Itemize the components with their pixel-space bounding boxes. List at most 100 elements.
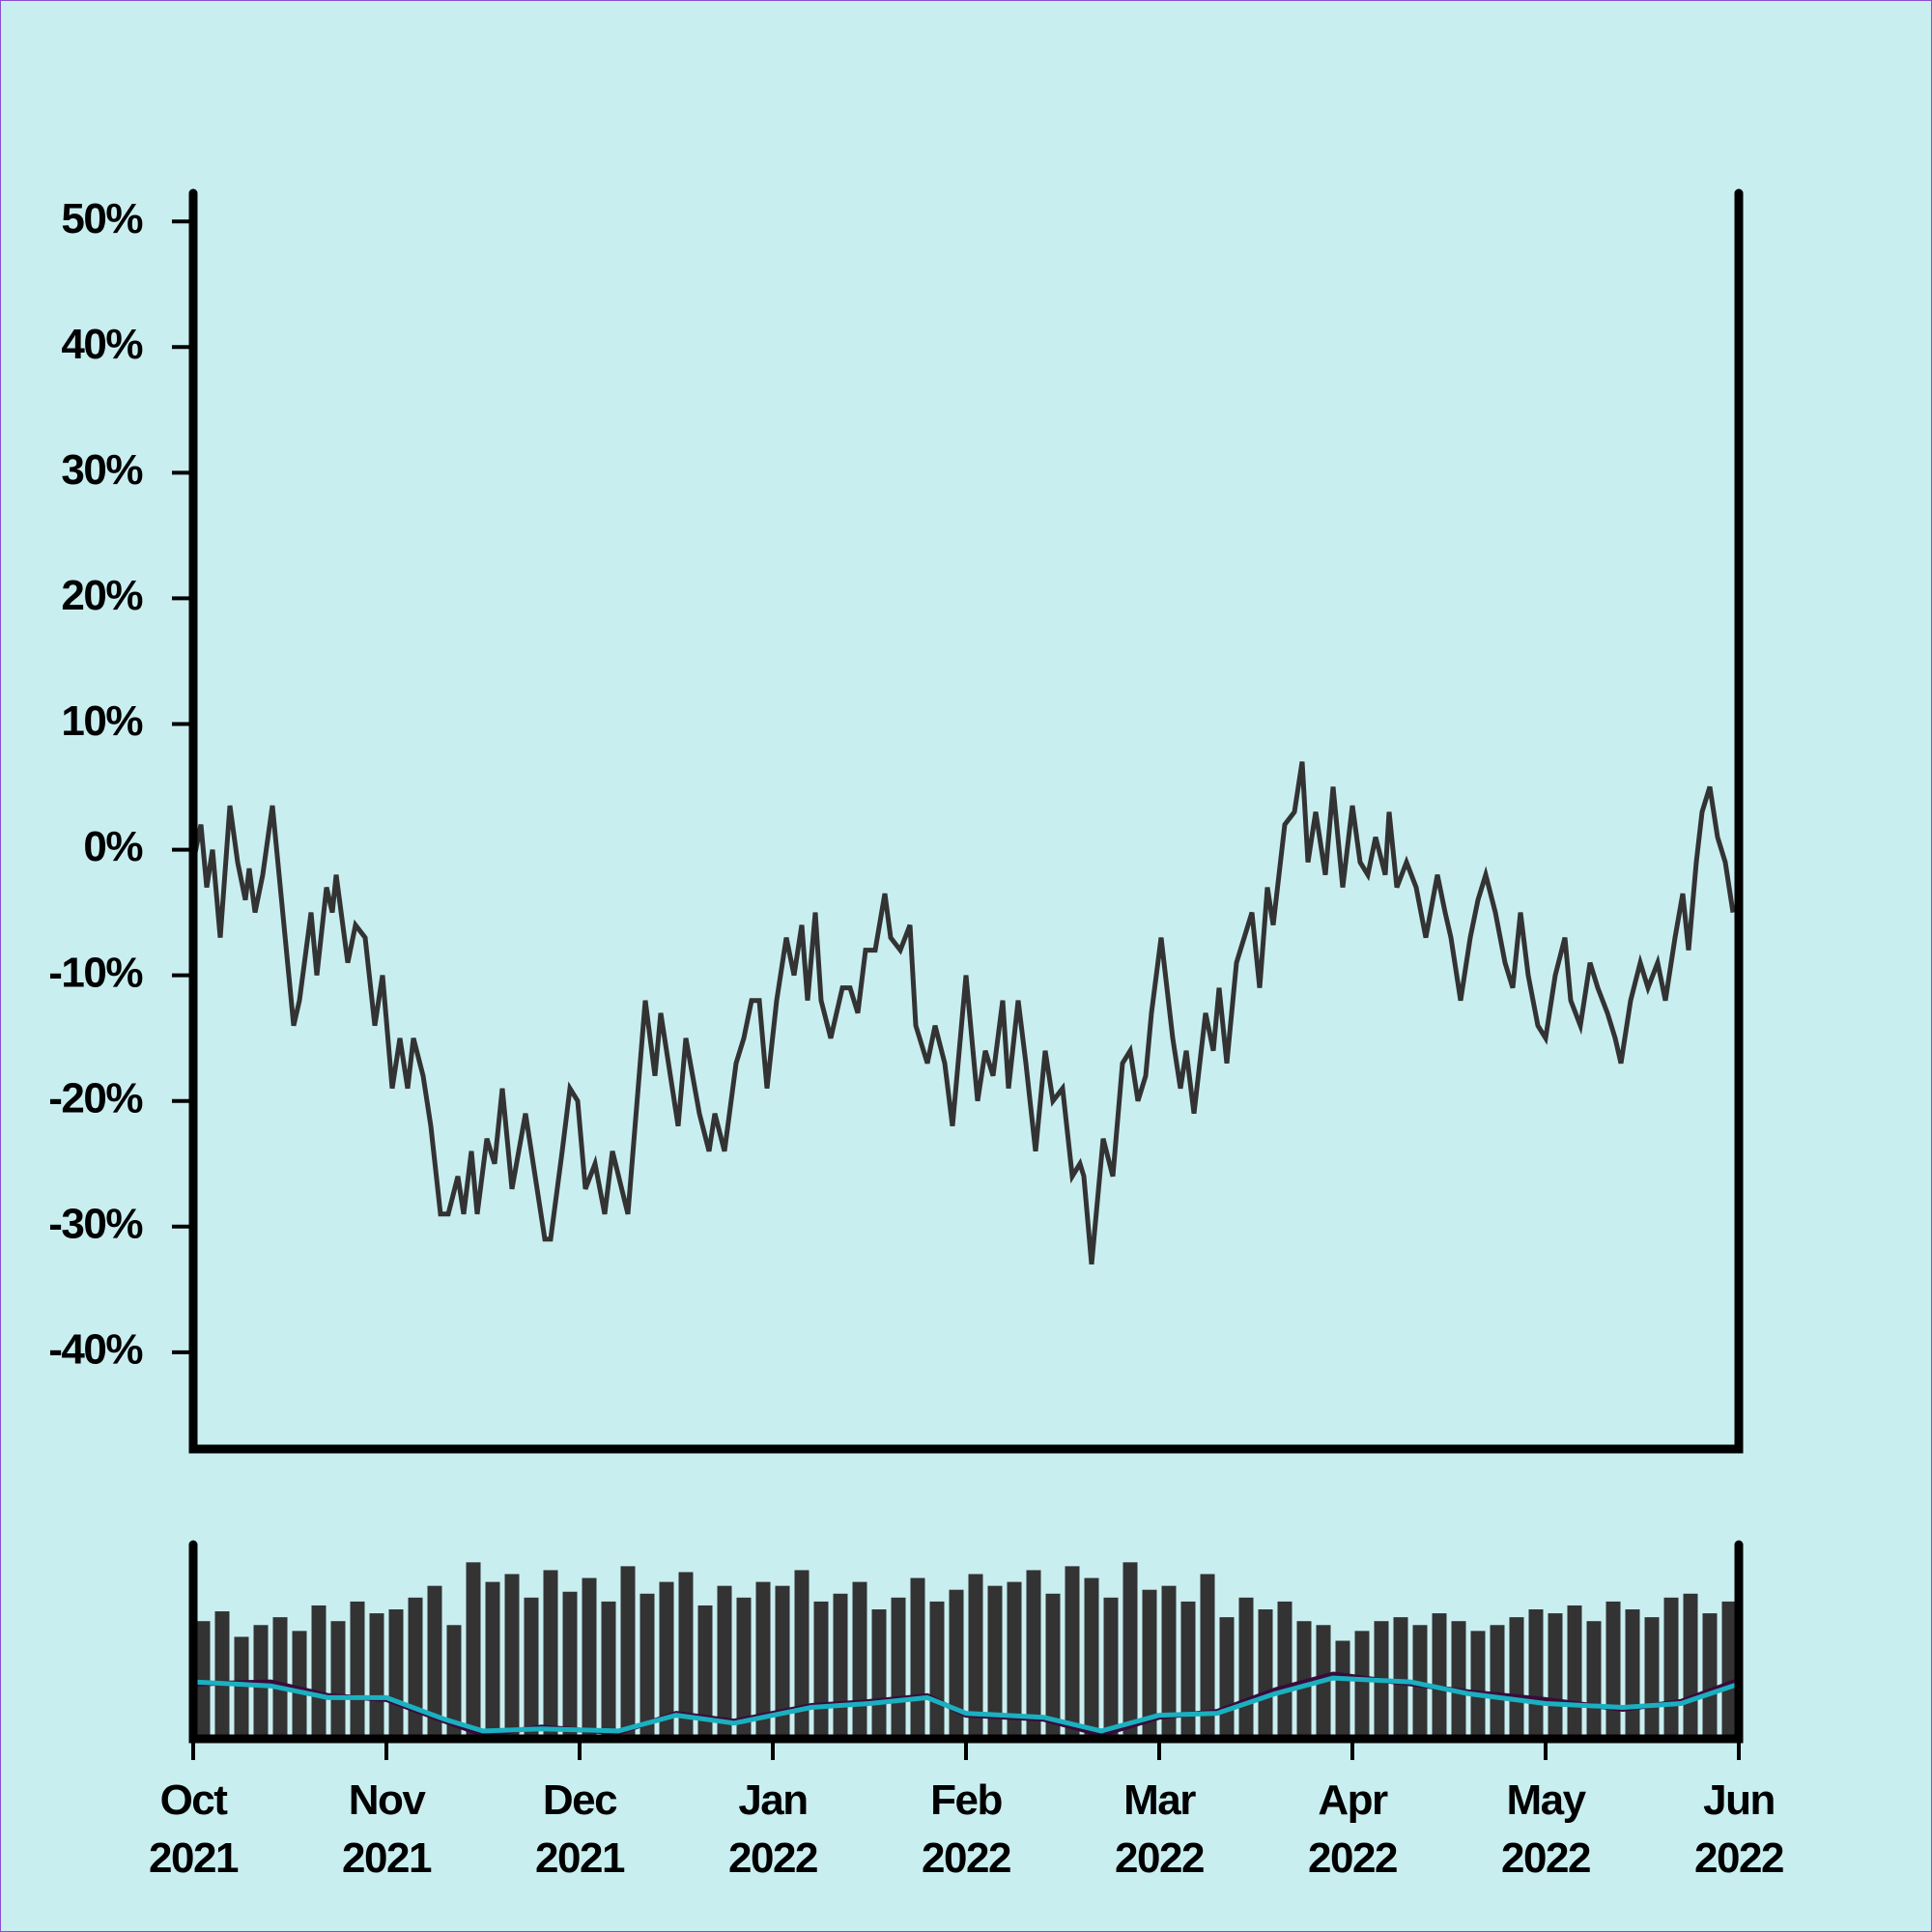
x-tick-label-line: 2022 (1694, 1834, 1783, 1882)
y-tick-label: 0% (83, 823, 142, 870)
volume-bar (813, 1601, 829, 1739)
volume-bar (871, 1609, 887, 1739)
volume-bar (582, 1577, 597, 1739)
volume-bar (717, 1585, 732, 1739)
x-tick-label-line: May (1506, 1776, 1586, 1824)
volume-bar (1161, 1585, 1177, 1739)
x-tick-label-line: Feb (930, 1776, 1002, 1824)
volume-bar (910, 1577, 925, 1739)
volume-bar (292, 1631, 307, 1739)
volume-bar (987, 1585, 1003, 1739)
x-tick-label-line: 2022 (1115, 1834, 1204, 1882)
smooth-line (192, 1675, 1740, 1734)
y-tick-label: -30% (48, 1200, 142, 1247)
x-tick-label: Nov 2021 (342, 1776, 432, 1882)
x-tick-label-line: 2021 (535, 1834, 625, 1882)
volume-bar (775, 1585, 790, 1739)
volume-bar (408, 1597, 423, 1739)
x-tick-label: Apr 2022 (1308, 1776, 1397, 1882)
volume-bar (1007, 1581, 1022, 1739)
volume-bar (1625, 1609, 1640, 1739)
volume-bar (1663, 1597, 1679, 1739)
volume-bar (929, 1601, 945, 1739)
price-panel (190, 761, 1736, 1265)
volume-bar (1586, 1621, 1602, 1739)
volume-bar (1335, 1640, 1350, 1739)
volume-bar (466, 1562, 481, 1739)
volume-bar (1122, 1562, 1138, 1739)
x-tick-label-line: Nov (349, 1776, 427, 1824)
x-tick-label: Mar 2022 (1115, 1776, 1204, 1882)
volume-bar (1432, 1613, 1447, 1739)
volume-bar (524, 1597, 539, 1739)
x-tick-label: May 2022 (1501, 1776, 1590, 1882)
volume-bar (601, 1601, 616, 1739)
x-tick-label-line: Mar (1123, 1776, 1196, 1824)
y-tick-label: 50% (61, 195, 142, 242)
volume-bar (1470, 1631, 1486, 1739)
volume-bar (485, 1581, 500, 1739)
y-tick-label: -20% (48, 1074, 142, 1122)
volume-bar (1644, 1617, 1660, 1739)
volume-bar (388, 1609, 404, 1739)
y-tick-label: -40% (48, 1325, 142, 1373)
volume-bar (1026, 1570, 1041, 1739)
volume-bar (833, 1593, 848, 1739)
x-tick-label: Feb 2022 (922, 1776, 1010, 1882)
x-tick-label-line: Dec (543, 1776, 617, 1824)
y-tick-label: 10% (61, 697, 142, 745)
volume-bar (562, 1591, 578, 1739)
volume-bar (1103, 1597, 1119, 1739)
x-tick-label: Dec 2021 (535, 1776, 625, 1882)
volume-bar (1490, 1625, 1505, 1739)
volume-bar (446, 1625, 462, 1739)
price-line (190, 761, 1736, 1265)
volume-bar (1065, 1566, 1080, 1739)
volume-bar (1509, 1617, 1524, 1739)
y-tick-label: 30% (61, 446, 142, 494)
y-tick-label: 20% (61, 572, 142, 619)
x-tick-label: Oct 2021 (149, 1776, 239, 1882)
volume-bar (1238, 1597, 1254, 1739)
volume-bar (1354, 1631, 1370, 1739)
volume-bar (1180, 1601, 1196, 1739)
volume-bar (504, 1574, 520, 1739)
volume-bar (330, 1621, 346, 1739)
volume-bar (234, 1636, 249, 1739)
volume-bar (620, 1566, 636, 1739)
x-tick-label-line: 2021 (342, 1834, 432, 1882)
volume-bar (891, 1597, 906, 1739)
volume-bar (427, 1585, 442, 1739)
volume-bar (1702, 1613, 1718, 1739)
volume-bar (350, 1601, 365, 1739)
volume-bar (1605, 1601, 1621, 1739)
x-tick-label-line: Oct (160, 1776, 229, 1824)
main-spines (188, 188, 1744, 1454)
volume-bar (1567, 1605, 1582, 1739)
volume-bar (1142, 1589, 1157, 1739)
x-tick-label: Jun 2022 (1694, 1776, 1783, 1882)
volume-bar (1277, 1601, 1293, 1739)
volume-bar (659, 1581, 674, 1739)
x-tick-label-line: 2022 (1501, 1834, 1590, 1882)
volume-bar (1258, 1609, 1273, 1739)
volume-bar (736, 1597, 752, 1739)
volume-bar (968, 1574, 983, 1739)
x-tick-label-line: 2022 (922, 1834, 1010, 1882)
volume-bar (852, 1581, 867, 1739)
x-tick-label-line: Jun (1703, 1776, 1775, 1824)
volume-panel (192, 1562, 1740, 1739)
volume-bar (949, 1589, 964, 1739)
volume-bar (697, 1605, 713, 1739)
volume-bar (1721, 1601, 1737, 1739)
y-tick-label: 40% (61, 321, 142, 368)
volume-bar (1528, 1609, 1544, 1739)
x-tick-label-line: Jan (738, 1776, 807, 1824)
x-tick-label-line: 2021 (149, 1834, 239, 1882)
volume-bar (543, 1570, 558, 1739)
volume-bar (369, 1613, 384, 1739)
volume-bar (272, 1617, 288, 1739)
volume-bar (195, 1621, 211, 1739)
volume-bar (639, 1593, 655, 1739)
